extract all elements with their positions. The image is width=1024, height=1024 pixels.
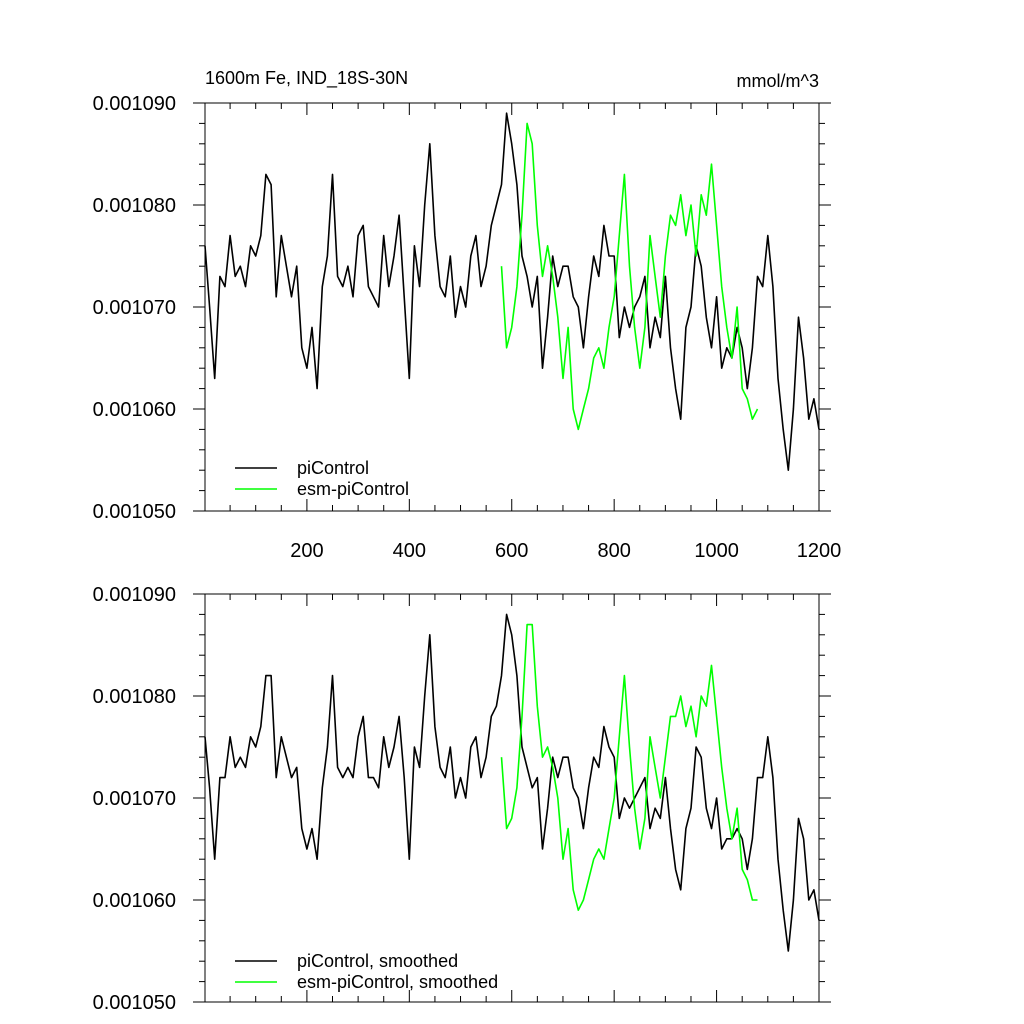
y-tick-label: 0.001060 (93, 890, 176, 912)
x-tick-label: 200 (290, 540, 323, 562)
top-x-tick-labels: 200 400 600 800 1000 1200 (290, 540, 841, 562)
top-chart-title: 1600m Fe, IND_18S-30N (205, 68, 408, 89)
y-tick-label: 0.001050 (93, 501, 176, 523)
bottom-y-tick-labels: 0.001050 0.001060 0.001070 0.001080 0.001090 (93, 584, 176, 1014)
legend-label: esm-piControl (297, 479, 409, 499)
legend-label: piControl, smoothed (297, 951, 458, 971)
series-line-1 (500, 623, 758, 912)
y-tick-label: 0.001060 (93, 399, 176, 421)
series-line-0 (204, 613, 820, 952)
bottom-axis-ticks (193, 593, 831, 1003)
y-tick-label: 0.001090 (93, 93, 176, 115)
top-panel: 1600m Fe, IND_18S-30N mmol/m^3 0.0010500… (93, 68, 842, 562)
top-axis-ticks (193, 102, 831, 512)
y-tick-label: 0.001050 (93, 992, 176, 1014)
y-tick-label: 0.001080 (93, 686, 176, 708)
x-tick-label: 800 (597, 540, 630, 562)
bottom-plot-frame (204, 593, 820, 1003)
bottom-series-lines (204, 613, 820, 952)
bottom-panel: 0.001050 0.001060 0.001070 0.001080 0.001090… (93, 584, 831, 1014)
x-tick-label: 600 (495, 540, 528, 562)
series-line-1 (500, 122, 759, 431)
top-plot-frame (204, 102, 820, 512)
y-tick-label: 0.001080 (93, 195, 176, 217)
x-tick-label: 400 (393, 540, 426, 562)
top-series-lines (204, 112, 820, 472)
series-line-0 (204, 112, 820, 472)
top-y-tick-labels: 0.001050 0.001060 0.001070 0.001080 0.001090 (93, 93, 176, 523)
top-chart-units: mmol/m^3 (737, 71, 819, 91)
y-tick-label: 0.001090 (93, 584, 176, 606)
legend-label: piControl (297, 458, 369, 478)
x-tick-label: 1200 (797, 540, 842, 562)
x-tick-label: 1000 (694, 540, 739, 562)
y-tick-label: 0.001070 (93, 297, 176, 319)
y-tick-label: 0.001070 (93, 788, 176, 810)
legend-label: esm-piControl, smoothed (297, 972, 498, 992)
